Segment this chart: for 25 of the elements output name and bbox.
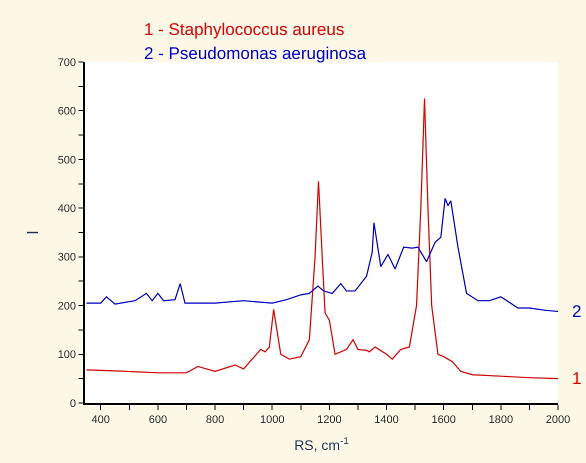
y-tick-label: 0 [70, 398, 76, 410]
y-tick-label: 500 [58, 154, 76, 166]
x-tick-label: 600 [148, 414, 168, 426]
line-series [86, 98, 558, 380]
y-tick-label: 600 [58, 106, 76, 118]
y-tick-label: 400 [58, 202, 76, 215]
text: 2 - Pseudomonas aeruginosa [144, 44, 367, 63]
text: 1 - Staphylococcus aureus [144, 20, 344, 39]
y-tick-label: 700 [58, 56, 76, 69]
line-series [86, 198, 558, 312]
x-axis-title: RS, cm$^{-1}$ [294, 436, 349, 453]
x-tick-label: 2000 [546, 414, 570, 426]
annotation: 1 [572, 369, 582, 388]
x-tick-label: 1600 [431, 414, 456, 426]
annotation: 2 [572, 302, 582, 321]
x-tick-label: 1800 [488, 414, 514, 426]
y-tick-label: 200 [58, 300, 76, 312]
x-tick-label: 400 [92, 414, 110, 426]
y-axis-title: I [25, 230, 42, 235]
x-tick-label: 1000 [260, 414, 284, 426]
x-tick-label: 800 [206, 414, 224, 426]
y-tick-label: 100 [58, 349, 76, 362]
x-tick-label: 1200 [317, 414, 342, 426]
y-tick-label: 300 [58, 252, 76, 264]
x-tick-label: 1400 [374, 414, 399, 426]
